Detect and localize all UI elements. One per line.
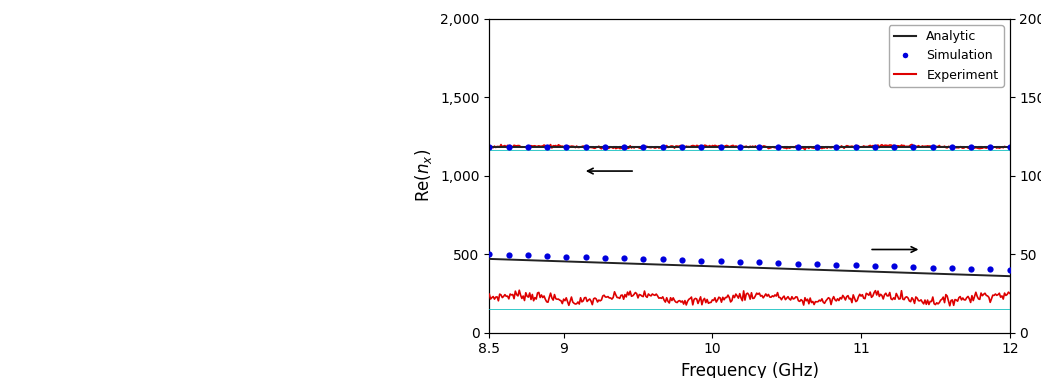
- X-axis label: Frequency (GHz): Frequency (GHz): [681, 362, 818, 378]
- Legend: Analytic, Simulation, Experiment: Analytic, Simulation, Experiment: [889, 25, 1004, 87]
- Y-axis label: Re$(n_x)$: Re$(n_x)$: [413, 149, 434, 202]
